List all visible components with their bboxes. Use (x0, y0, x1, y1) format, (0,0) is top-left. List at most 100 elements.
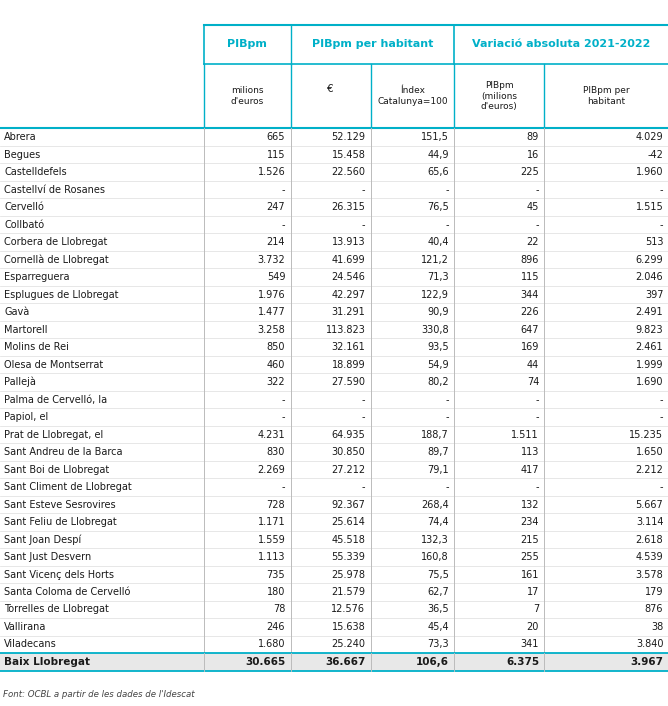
Text: 17: 17 (526, 587, 539, 597)
Text: Palma de Cervelló, la: Palma de Cervelló, la (4, 395, 107, 405)
Text: 27.590: 27.590 (331, 377, 365, 387)
Text: Font: OCBL a partir de les dades de l'Idescat: Font: OCBL a partir de les dades de l'Id… (3, 690, 195, 699)
Text: 40,4: 40,4 (428, 237, 449, 247)
Text: -: - (536, 220, 539, 229)
Text: 74,4: 74,4 (428, 517, 449, 527)
Text: 18.899: 18.899 (332, 359, 365, 370)
Text: 1.999: 1.999 (636, 359, 663, 370)
Text: 4.029: 4.029 (636, 132, 663, 142)
Text: -: - (446, 482, 449, 492)
Text: 36.667: 36.667 (325, 657, 365, 667)
Text: 30.665: 30.665 (245, 657, 285, 667)
Text: Esparreguera: Esparreguera (4, 272, 69, 282)
Text: 71,3: 71,3 (428, 272, 449, 282)
Text: -: - (282, 482, 285, 492)
Text: 215: 215 (520, 534, 539, 544)
Text: 549: 549 (267, 272, 285, 282)
Text: 22.560: 22.560 (331, 167, 365, 177)
Text: Castellví de Rosanes: Castellví de Rosanes (4, 185, 105, 195)
Text: 234: 234 (520, 517, 539, 527)
Text: Corbera de Llobregat: Corbera de Llobregat (4, 237, 108, 247)
Text: -42: -42 (647, 150, 663, 160)
Text: 160,8: 160,8 (422, 552, 449, 562)
Text: 2.618: 2.618 (636, 534, 663, 544)
Text: -: - (536, 412, 539, 422)
Text: -: - (660, 412, 663, 422)
Text: 80,2: 80,2 (428, 377, 449, 387)
Text: 25.240: 25.240 (331, 640, 365, 650)
Text: -: - (282, 220, 285, 229)
Text: 3.114: 3.114 (636, 517, 663, 527)
Text: 1.171: 1.171 (258, 517, 285, 527)
Text: 2.212: 2.212 (635, 465, 663, 474)
Text: -: - (446, 220, 449, 229)
Text: 1.559: 1.559 (257, 534, 285, 544)
Text: Gavà: Gavà (4, 307, 29, 317)
Text: 74: 74 (526, 377, 539, 387)
Text: 397: 397 (645, 289, 663, 299)
Text: Papiol, el: Papiol, el (4, 412, 48, 422)
Text: Martorell: Martorell (4, 325, 47, 335)
Text: 41.699: 41.699 (332, 255, 365, 265)
Text: 830: 830 (267, 447, 285, 457)
Text: 735: 735 (267, 570, 285, 580)
Text: Vallirana: Vallirana (4, 622, 46, 632)
Text: 65,6: 65,6 (428, 167, 449, 177)
Text: 2.269: 2.269 (257, 465, 285, 474)
Text: 115: 115 (267, 150, 285, 160)
Text: 3.258: 3.258 (257, 325, 285, 335)
Text: 25.614: 25.614 (331, 517, 365, 527)
Text: -: - (660, 220, 663, 229)
Text: -: - (282, 395, 285, 405)
Text: PIBpm per habitant: PIBpm per habitant (312, 39, 433, 49)
Text: 896: 896 (520, 255, 539, 265)
Text: 3.967: 3.967 (631, 657, 663, 667)
Text: 247: 247 (267, 202, 285, 213)
Text: 1.511: 1.511 (512, 429, 539, 440)
Text: 268,4: 268,4 (421, 500, 449, 510)
Text: Sant Esteve Sesrovires: Sant Esteve Sesrovires (4, 500, 116, 510)
Text: Sant Boi de Llobregat: Sant Boi de Llobregat (4, 465, 110, 474)
Text: -: - (446, 412, 449, 422)
Text: 4.231: 4.231 (258, 429, 285, 440)
Text: -: - (282, 185, 285, 195)
Text: -: - (362, 412, 365, 422)
Text: Cervelló: Cervelló (4, 202, 44, 213)
Text: 132,3: 132,3 (421, 534, 449, 544)
Text: Prat de Llobregat, el: Prat de Llobregat, el (4, 429, 104, 440)
Text: PIBpm: PIBpm (227, 39, 267, 49)
Text: 1.113: 1.113 (258, 552, 285, 562)
Text: 64.935: 64.935 (331, 429, 365, 440)
Text: 214: 214 (267, 237, 285, 247)
Text: 2.491: 2.491 (636, 307, 663, 317)
Text: 151,5: 151,5 (421, 132, 449, 142)
Text: 647: 647 (520, 325, 539, 335)
Text: 25.978: 25.978 (331, 570, 365, 580)
Text: 188,7: 188,7 (421, 429, 449, 440)
Text: Torrelles de Llobregat: Torrelles de Llobregat (4, 604, 109, 614)
Text: Sant Climent de Llobregat: Sant Climent de Llobregat (4, 482, 132, 492)
Text: 113.823: 113.823 (325, 325, 365, 335)
Text: 38: 38 (651, 622, 663, 632)
Text: 3.578: 3.578 (635, 570, 663, 580)
Text: 15.638: 15.638 (331, 622, 365, 632)
Text: 1.690: 1.690 (636, 377, 663, 387)
Text: 1.526: 1.526 (257, 167, 285, 177)
Text: -: - (660, 482, 663, 492)
Text: 93,5: 93,5 (428, 342, 449, 352)
Text: -: - (660, 185, 663, 195)
Text: 180: 180 (267, 587, 285, 597)
Text: 32.161: 32.161 (331, 342, 365, 352)
Text: 1.477: 1.477 (257, 307, 285, 317)
Text: 132: 132 (520, 500, 539, 510)
Text: Castelldefels: Castelldefels (4, 167, 67, 177)
Text: 2.461: 2.461 (636, 342, 663, 352)
Text: 1.650: 1.650 (636, 447, 663, 457)
Text: 73,3: 73,3 (428, 640, 449, 650)
Text: €: € (327, 84, 334, 94)
Text: Collbató: Collbató (4, 220, 44, 229)
Text: 850: 850 (267, 342, 285, 352)
Text: 330,8: 330,8 (422, 325, 449, 335)
Text: 7: 7 (533, 604, 539, 614)
Text: 121,2: 121,2 (421, 255, 449, 265)
